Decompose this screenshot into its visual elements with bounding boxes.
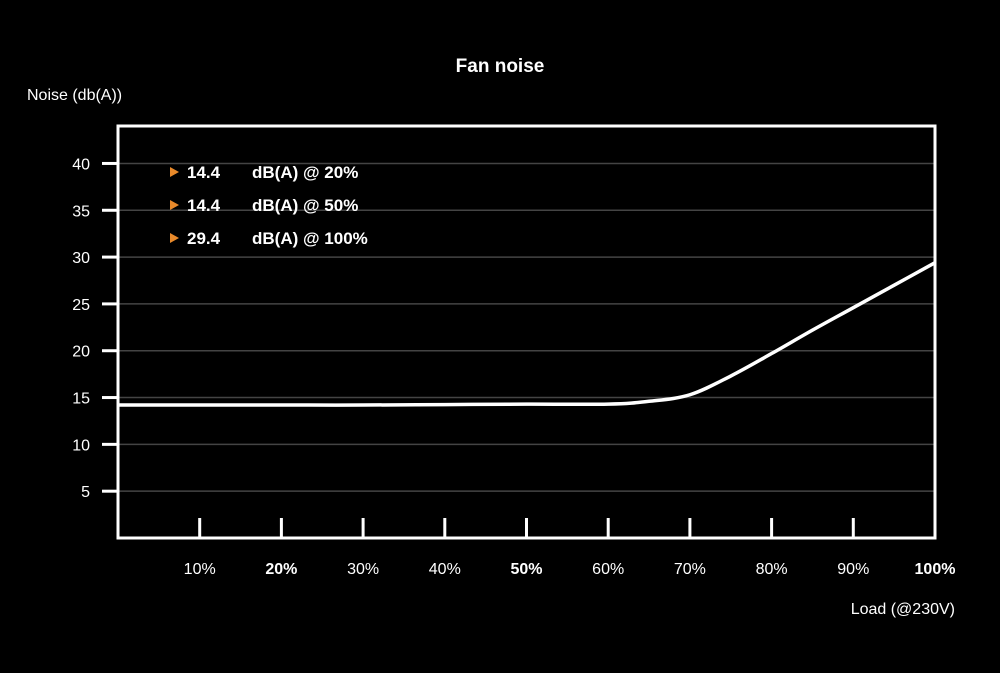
annotation-text: dB(A) @ 100%	[252, 229, 368, 248]
y-tick-label: 40	[72, 156, 90, 173]
y-tick-label: 20	[72, 344, 90, 361]
x-tick-label: 40%	[429, 561, 461, 578]
y-tick-label: 10	[72, 437, 90, 454]
x-tick-label: 80%	[756, 561, 788, 578]
annotation-value: 29.4	[187, 229, 221, 248]
x-tick-label: 10%	[184, 561, 216, 578]
noise-curve	[118, 261, 936, 407]
annotation-value: 14.4	[187, 196, 221, 215]
y-tick-label: 15	[72, 391, 90, 408]
orange-triangle-icon	[170, 200, 179, 210]
x-tick-label: 20%	[265, 561, 297, 578]
annotation-text: dB(A) @ 20%	[252, 163, 358, 182]
y-axis-label: Noise (db(A))	[27, 87, 122, 104]
x-tick-label: 30%	[347, 561, 379, 578]
orange-triangle-icon	[170, 233, 179, 243]
y-tick-label: 35	[72, 203, 90, 220]
annotation-value: 14.4	[187, 163, 221, 182]
x-tick-label: 100%	[915, 561, 956, 578]
orange-triangle-icon	[170, 167, 179, 177]
x-axis-label: Load (@230V)	[851, 601, 955, 618]
chart-title: Fan noise	[456, 56, 545, 77]
y-tick-label: 5	[81, 484, 90, 501]
x-tick-label: 90%	[837, 561, 869, 578]
plot-frame	[116, 124, 937, 540]
x-tick-label: 50%	[510, 561, 542, 578]
x-tick-label: 70%	[674, 561, 706, 578]
y-tick-label: 30	[72, 250, 90, 267]
y-tick-label: 25	[72, 297, 90, 314]
annotation-text: dB(A) @ 50%	[252, 196, 358, 215]
x-tick-label: 60%	[592, 561, 624, 578]
